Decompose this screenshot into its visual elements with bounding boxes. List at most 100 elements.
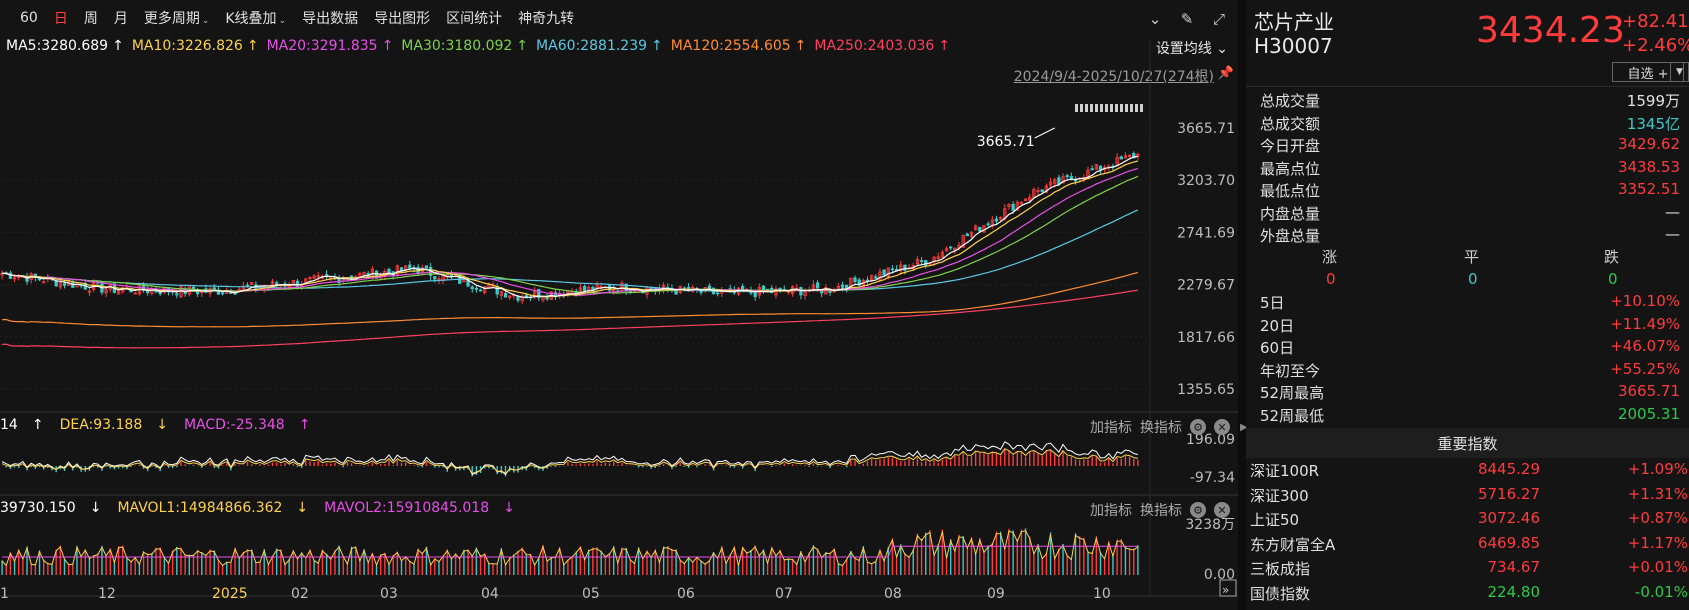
toolbar-item[interactable]: 导出数据: [302, 11, 359, 27]
perf-label: 5日: [1260, 294, 1285, 312]
nine-turn-marker: [1090, 104, 1093, 112]
candle-body: [915, 258, 920, 265]
x-tick-label: 02: [291, 586, 309, 602]
candle-body: [399, 267, 404, 272]
index-name: 国债指数: [1250, 584, 1311, 603]
price-tick-label: 3665.71: [1177, 121, 1235, 137]
stock-name: 芯片产业: [1254, 10, 1334, 34]
collapse-icon[interactable]: ⌄: [1148, 10, 1162, 28]
toolbar-item[interactable]: 神奇九转: [518, 11, 575, 27]
candle-body: [924, 260, 928, 266]
candle-body: [1094, 164, 1098, 170]
candle-body: [582, 285, 587, 291]
index-change: +1.31%: [1627, 484, 1688, 503]
x-tick-label: 03: [380, 586, 398, 602]
volume-legend: 39730.150 ↓ MAVOL1:14984866.362 ↓ MAVOL2:159…: [0, 500, 531, 516]
candle-body: [674, 290, 678, 295]
stat-row: 最高点位 3438.53: [1260, 158, 1680, 180]
ma-settings-button[interactable]: 设置均线 ⌄: [1155, 41, 1228, 57]
candle-body: [1057, 177, 1061, 185]
add-indicator-button[interactable]: 加指标: [1090, 420, 1132, 436]
toolbar-item[interactable]: K线叠加 ⌄: [225, 11, 287, 27]
scroll-right-icon-glyph: »: [1222, 583, 1229, 597]
toolbar-item[interactable]: 周: [83, 11, 98, 27]
candle-body: [1019, 201, 1024, 205]
scroll-right-icon[interactable]: [1219, 579, 1237, 597]
down-count: 0: [1608, 270, 1618, 288]
candle-body: [707, 285, 712, 289]
nine-turn-marker: [1075, 104, 1078, 112]
index-row[interactable]: 深证300 5716.27 +1.31%: [1250, 485, 1688, 509]
candle-body: [470, 286, 474, 290]
candle-body: [1132, 152, 1136, 159]
ma-text: MA30:3180.092: [401, 38, 513, 54]
candle-body: [424, 265, 429, 269]
candle-body: [499, 291, 503, 296]
swap-indicator-button[interactable]: 换指标: [1140, 503, 1182, 519]
trend-arrow-icon: ↓: [156, 417, 168, 433]
info-panel: 芯片产业 H30007 3434.23 +82.41 +2.46% 自选 + ▼…: [1246, 0, 1689, 610]
perf-row: 52周最低 2005.31: [1260, 405, 1680, 427]
range-label[interactable]: 2024/9/4-2025/10/27(274根): [1013, 69, 1214, 85]
index-row[interactable]: 上证50 3072.46 +0.87%: [1250, 509, 1688, 533]
price-tick-label: 2741.69: [1177, 225, 1235, 241]
candle-body: [0, 272, 4, 276]
toolbar-item[interactable]: 更多周期 ⌄: [143, 11, 210, 27]
fullscreen-icon[interactable]: ⤢: [1212, 10, 1225, 28]
candle-body: [1123, 155, 1128, 159]
toolbar-item[interactable]: 导出图形: [374, 11, 431, 27]
change-percent: +2.46%: [1622, 35, 1689, 56]
up-count: 0: [1326, 270, 1336, 288]
index-change: +0.87%: [1627, 509, 1688, 527]
nine-turn-marker: [1095, 104, 1098, 112]
candle-body: [1127, 154, 1132, 158]
candle-body: [836, 285, 841, 290]
stat-label: 外盘总量: [1260, 227, 1321, 245]
index-row[interactable]: 三板成指 734.67 +0.01%: [1250, 558, 1688, 582]
ma250-line: [2, 289, 1139, 349]
watchlist-dropdown-icon[interactable]: ▼: [1670, 62, 1689, 82]
stat-value: 3438.53: [1617, 157, 1680, 176]
toolbar-item[interactable]: 日: [53, 11, 68, 27]
gear-icon[interactable]: ⚙: [1190, 502, 1206, 518]
close-icon[interactable]: ✕: [1214, 502, 1230, 518]
brush-icon[interactable]: ✎: [1180, 10, 1194, 28]
gear-icon[interactable]: ⚙: [1190, 419, 1206, 435]
perf-value: +46.07%: [1610, 337, 1680, 355]
candle-body: [1023, 198, 1028, 201]
indicator-value: MACD:-25.348 ↑: [184, 417, 318, 433]
add-watchlist-button[interactable]: 自选 +: [1612, 62, 1684, 82]
expand-arrow-icon[interactable]: ▶: [1240, 422, 1248, 433]
swap-indicator-button[interactable]: 换指标: [1140, 420, 1182, 436]
close-icon[interactable]: ✕: [1214, 419, 1230, 435]
indicator-value: DEA:93.188 ↓: [60, 417, 176, 433]
ma-value: MA10:3226.826 ↑: [132, 38, 259, 60]
toolbar-right: ⌄ ✎ ⤢: [1144, 8, 1230, 30]
candle-body: [212, 287, 216, 290]
ma-value: MA60:2881.239 ↑: [536, 38, 663, 60]
panel-divider[interactable]: [1238, 0, 1246, 610]
x-tick-label: 07: [775, 586, 793, 602]
index-row[interactable]: 国债指数 224.80 -0.01%: [1250, 583, 1688, 607]
price-tick-label: 2279.67: [1177, 278, 1235, 294]
candle-body: [12, 277, 17, 280]
nine-turn-marker: [1100, 104, 1103, 112]
chart-panel[interactable]: 60 日周月更多周期 ⌄ K线叠加 ⌄ 导出数据 导出图形 区间统计 神奇九转 ⌄ ✎ ⤢ MA…: [0, 0, 1238, 610]
add-indicator-button[interactable]: 加指标: [1090, 503, 1132, 519]
index-row[interactable]: 东方财富全A 6469.85 +1.17%: [1250, 534, 1688, 558]
flat-label: 平: [1464, 248, 1480, 266]
toolbar-item[interactable]: 月: [113, 11, 128, 27]
chevron-down-icon: ⌄: [278, 16, 287, 26]
x-tick-label: 08: [884, 586, 902, 602]
indices-header: 重要指数: [1246, 428, 1689, 458]
toolbar-item[interactable]: 60: [20, 10, 38, 26]
toolbar-item[interactable]: 区间统计: [446, 11, 503, 27]
pin-icon[interactable]: 📌: [1217, 66, 1234, 81]
index-row[interactable]: 深证100R 8445.29 +1.09%: [1250, 460, 1688, 484]
candle-body: [936, 256, 940, 259]
kline-chart[interactable]: 3665.71 3203.70 2741.69 2279.67 1817.66 1355.…: [0, 0, 1238, 610]
trend-arrow-icon: ↑: [112, 38, 124, 54]
nine-turn-marker: [1105, 104, 1108, 112]
candle-body: [716, 292, 720, 295]
candle-body: [570, 291, 574, 294]
